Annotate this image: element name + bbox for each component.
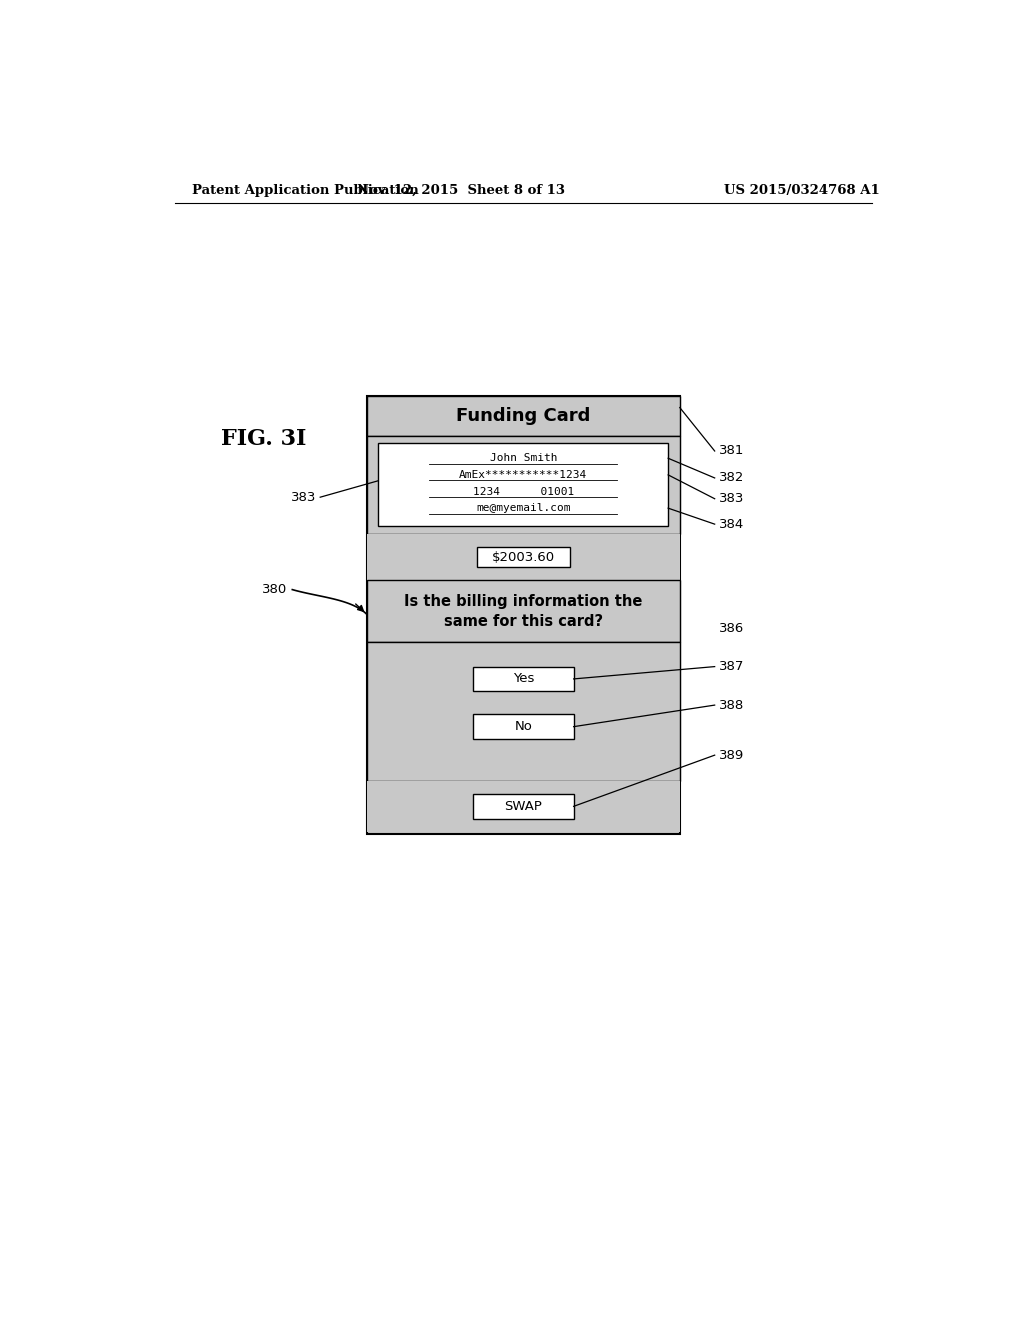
Text: US 2015/0324768 A1: US 2015/0324768 A1 xyxy=(724,185,880,197)
Bar xyxy=(378,444,669,527)
Bar xyxy=(367,535,680,581)
Bar xyxy=(367,581,680,642)
Bar xyxy=(367,396,680,436)
Text: 383: 383 xyxy=(291,491,316,504)
Text: Yes: Yes xyxy=(513,672,534,685)
Text: John Smith: John Smith xyxy=(489,453,557,463)
Text: Is the billing information the
same for this card?: Is the billing information the same for … xyxy=(404,594,642,628)
Text: FIG. 3I: FIG. 3I xyxy=(221,429,306,450)
Text: AmEx***********1234: AmEx***********1234 xyxy=(459,470,588,480)
Text: 380: 380 xyxy=(261,583,287,597)
Text: 387: 387 xyxy=(719,660,743,673)
Text: Nov. 12, 2015  Sheet 8 of 13: Nov. 12, 2015 Sheet 8 of 13 xyxy=(357,185,565,197)
Text: 389: 389 xyxy=(719,748,743,762)
Bar xyxy=(473,795,573,818)
Bar xyxy=(367,396,680,834)
Text: 381: 381 xyxy=(719,445,743,458)
Text: SWAP: SWAP xyxy=(504,800,542,813)
Text: 1234      01001: 1234 01001 xyxy=(473,487,573,496)
Text: Funding Card: Funding Card xyxy=(456,407,591,425)
Text: No: No xyxy=(514,721,532,733)
Bar xyxy=(367,436,680,535)
Text: 383: 383 xyxy=(719,492,743,506)
Text: 388: 388 xyxy=(719,698,743,711)
Text: 384: 384 xyxy=(719,517,743,531)
Text: me@myemail.com: me@myemail.com xyxy=(476,503,570,513)
Text: $2003.60: $2003.60 xyxy=(492,550,555,564)
Bar xyxy=(473,714,573,739)
Bar xyxy=(477,548,569,568)
Bar xyxy=(367,780,680,832)
Text: 386: 386 xyxy=(719,622,743,635)
Bar xyxy=(473,667,573,692)
Bar xyxy=(367,642,680,780)
Text: Patent Application Publication: Patent Application Publication xyxy=(193,185,419,197)
Text: 382: 382 xyxy=(719,471,743,484)
